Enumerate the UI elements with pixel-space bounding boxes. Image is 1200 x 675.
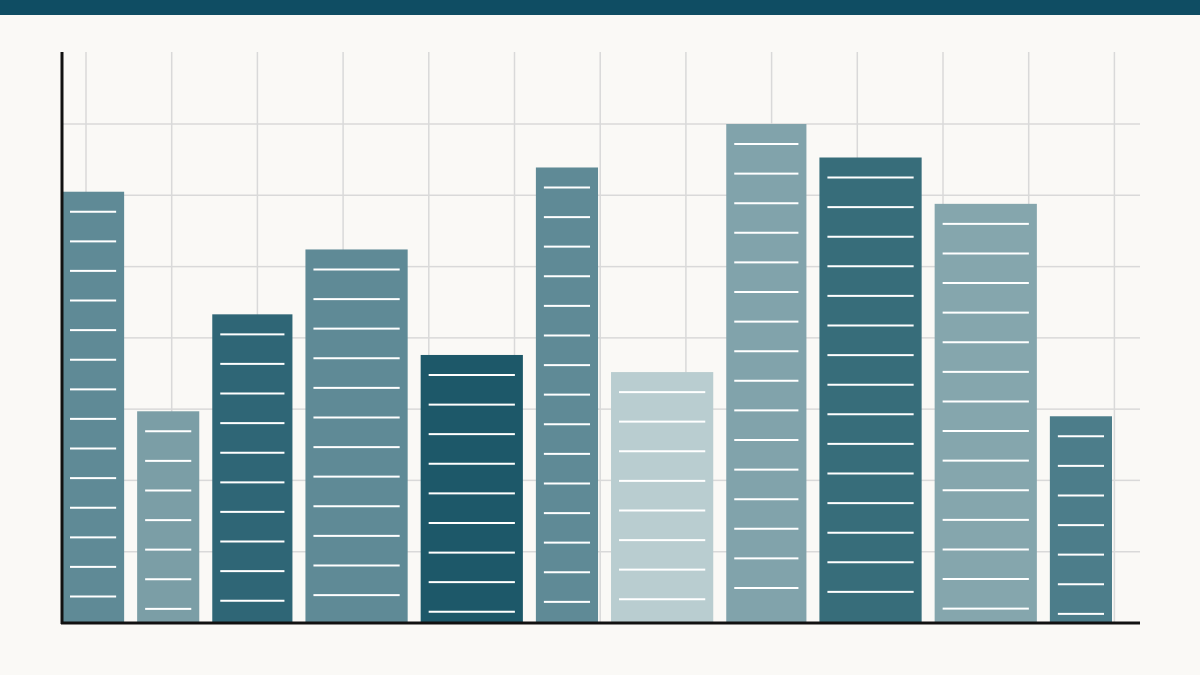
bar-group	[305, 249, 408, 623]
bar-group	[819, 157, 922, 624]
bar-group	[611, 372, 714, 623]
bar	[212, 314, 293, 623]
bar-group	[726, 124, 807, 623]
bar-series	[62, 124, 1112, 624]
bar	[1049, 416, 1112, 623]
bar-group	[62, 191, 125, 623]
bar-group	[212, 314, 293, 623]
bar	[934, 203, 1037, 623]
bar	[305, 249, 408, 623]
top-accent-bar	[0, 0, 1200, 15]
bar-group	[137, 411, 200, 623]
bar	[611, 372, 714, 623]
bar	[819, 157, 922, 624]
bar	[420, 354, 523, 623]
bar-group	[420, 354, 523, 623]
bar-group	[535, 167, 599, 623]
bar	[137, 411, 200, 623]
bar-group	[1049, 416, 1112, 623]
bar-group	[934, 203, 1037, 623]
bar	[726, 124, 807, 623]
axes	[60, 52, 1140, 625]
bar	[62, 191, 125, 623]
